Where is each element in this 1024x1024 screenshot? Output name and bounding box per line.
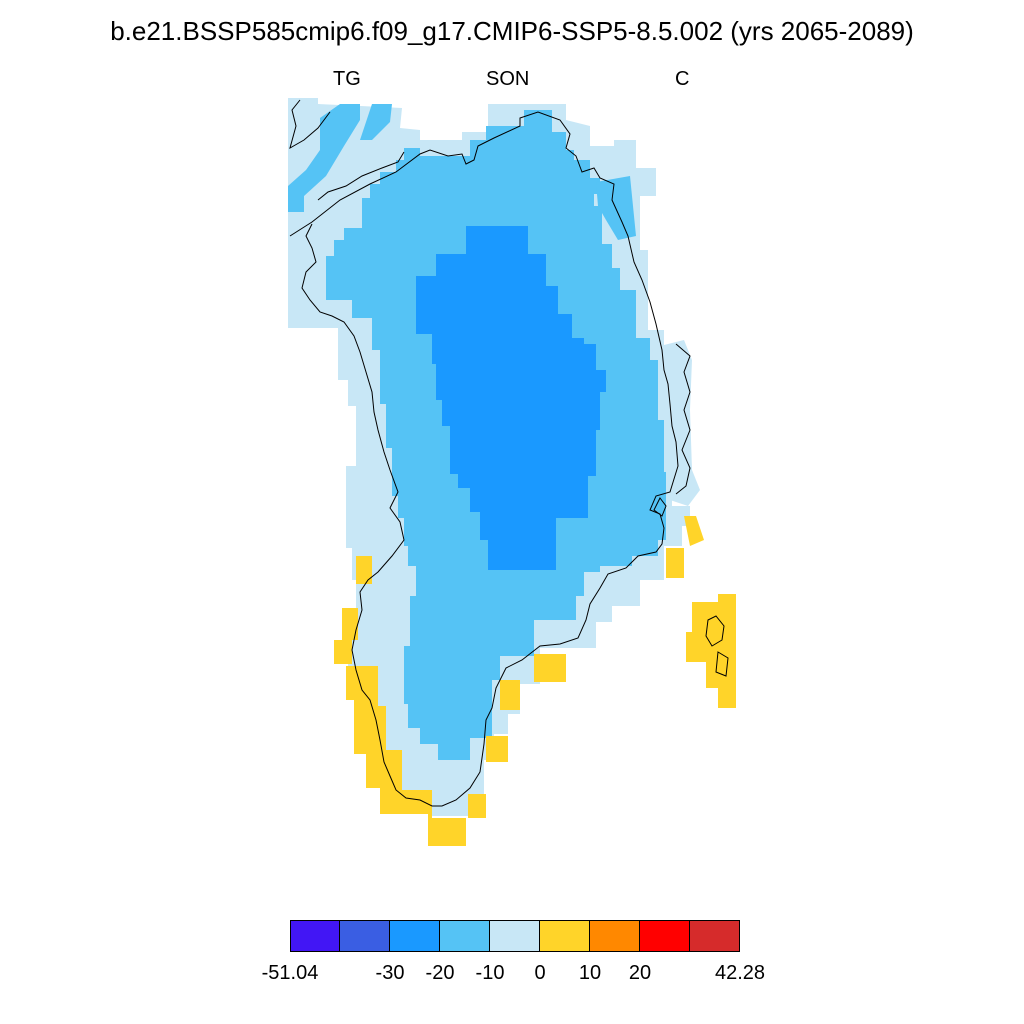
coastline-east-islands	[675, 343, 691, 495]
colorbar-swatch	[290, 920, 340, 952]
colorbar-swatch	[390, 920, 440, 952]
coastline-main	[289, 99, 679, 807]
colorbar-label: -51.04	[261, 962, 319, 984]
colorbar-label: 20	[628, 962, 652, 984]
coastline	[289, 99, 729, 807]
plot-title: b.e21.BSSP585cmip6.f09_g17.CMIP6-SSP5-8.…	[110, 16, 914, 46]
right-subtitle: C	[675, 68, 690, 90]
colorbar-label: -30	[375, 962, 405, 984]
colorbar-label: -20	[425, 962, 455, 984]
colorbar-swatch	[640, 920, 690, 952]
left-subtitle: TG	[333, 68, 361, 90]
colorbar-label: 0	[534, 962, 546, 984]
field-mid-blue-nw	[288, 104, 360, 212]
field-core-blue	[416, 226, 606, 570]
colorbar-swatch	[340, 920, 390, 952]
colorbar-label: 42.28	[714, 962, 766, 984]
colorbar-swatch	[590, 920, 640, 952]
colorbar-swatch	[490, 920, 540, 952]
colorbar-swatch	[540, 920, 590, 952]
colorbar-swatch	[690, 920, 740, 952]
coastline-icon-east	[653, 497, 667, 517]
coastline-island-se	[705, 615, 725, 647]
colorbar-label: 10	[578, 962, 602, 984]
center-subtitle: SON	[486, 68, 530, 90]
field-mid-blue-nw2	[360, 104, 392, 140]
colorbar-swatch	[440, 920, 490, 952]
colorbar-label: -10	[475, 962, 505, 984]
coastline-island-se2	[715, 651, 729, 677]
coastline-north	[317, 151, 405, 201]
